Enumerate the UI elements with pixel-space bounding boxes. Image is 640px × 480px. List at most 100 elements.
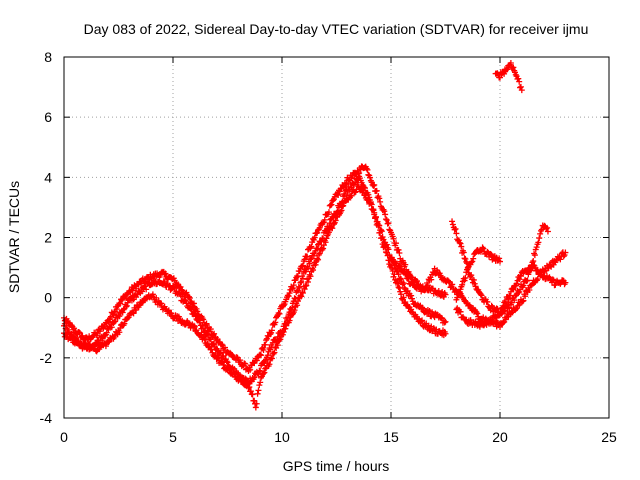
data-point xyxy=(455,292,462,299)
data-point xyxy=(408,292,415,299)
data-point xyxy=(515,289,522,296)
data-point xyxy=(471,280,478,287)
data-point xyxy=(149,291,156,298)
data-point xyxy=(449,281,456,288)
data-point xyxy=(488,319,495,326)
data-point xyxy=(221,344,228,351)
data-point xyxy=(385,220,392,227)
data-point xyxy=(268,355,275,362)
data-point xyxy=(402,271,409,278)
data-point xyxy=(497,324,503,331)
data-point xyxy=(311,234,318,241)
data-point xyxy=(201,336,208,343)
data-point xyxy=(334,208,341,215)
data-point xyxy=(405,275,412,282)
data-point xyxy=(121,320,128,327)
data-point xyxy=(452,225,459,232)
data-point xyxy=(208,346,215,353)
plot-data xyxy=(61,59,569,411)
data-point xyxy=(383,217,390,224)
data-point xyxy=(296,268,303,275)
data-point xyxy=(187,305,194,312)
data-point xyxy=(371,181,378,188)
data-point xyxy=(469,258,476,265)
data-point xyxy=(470,276,477,283)
data-point xyxy=(362,185,369,192)
data-point xyxy=(516,276,523,283)
data-point xyxy=(199,322,206,329)
data-point xyxy=(419,304,426,311)
data-point xyxy=(522,293,529,300)
data-point xyxy=(368,201,375,208)
data-point xyxy=(428,276,435,283)
data-point xyxy=(262,341,269,348)
data-point xyxy=(398,291,405,298)
data-point xyxy=(69,335,76,342)
data-point xyxy=(321,216,328,223)
x-tick-label: 15 xyxy=(383,429,399,445)
data-point xyxy=(370,182,377,189)
data-point xyxy=(322,239,329,246)
data-point xyxy=(497,74,503,81)
data-point xyxy=(249,391,256,398)
data-point xyxy=(402,261,409,268)
data-point xyxy=(298,293,305,300)
data-point xyxy=(535,239,542,246)
data-point xyxy=(282,320,289,327)
data-point xyxy=(264,352,271,359)
data-point xyxy=(266,361,273,368)
data-point xyxy=(299,262,306,269)
y-tick-label: 6 xyxy=(44,109,52,125)
data-point xyxy=(272,319,279,326)
data-point xyxy=(367,174,374,181)
data-point xyxy=(511,297,518,304)
data-point xyxy=(310,252,317,259)
data-point xyxy=(330,221,337,228)
data-point xyxy=(99,335,106,342)
data-point xyxy=(460,249,467,256)
data-point xyxy=(536,235,543,242)
data-point xyxy=(310,267,317,274)
data-point xyxy=(233,354,240,361)
data-point xyxy=(519,298,526,305)
data-point xyxy=(153,294,160,301)
data-point xyxy=(117,325,124,332)
data-point xyxy=(223,358,230,365)
data-point xyxy=(258,352,265,359)
data-point xyxy=(218,341,225,348)
data-point xyxy=(158,300,165,307)
data-point xyxy=(497,258,503,265)
data-point xyxy=(274,334,281,341)
data-point xyxy=(336,188,343,195)
data-point xyxy=(390,235,397,242)
data-point xyxy=(103,329,110,336)
data-point xyxy=(299,290,306,297)
data-point xyxy=(112,318,119,325)
data-point xyxy=(207,326,214,333)
data-point xyxy=(117,300,124,307)
data-point xyxy=(341,192,348,199)
data-point xyxy=(462,256,469,263)
data-point xyxy=(188,306,195,313)
data-point xyxy=(435,287,442,294)
data-point xyxy=(276,310,283,317)
data-point xyxy=(260,370,267,377)
data-point xyxy=(211,330,218,337)
data-point xyxy=(449,221,456,228)
data-point xyxy=(261,369,268,376)
data-point xyxy=(304,264,311,271)
data-point xyxy=(401,284,408,291)
x-tick-label: 20 xyxy=(492,429,508,445)
data-point xyxy=(476,323,483,330)
data-point xyxy=(268,327,275,334)
data-point xyxy=(502,298,509,305)
data-point xyxy=(247,388,254,395)
data-point xyxy=(68,334,75,341)
data-point xyxy=(299,263,306,270)
data-point xyxy=(271,349,278,356)
data-point xyxy=(301,286,308,293)
y-axis-title: SDTVAR / TECUs xyxy=(6,181,22,293)
data-point xyxy=(382,244,389,251)
data-point xyxy=(451,226,458,233)
